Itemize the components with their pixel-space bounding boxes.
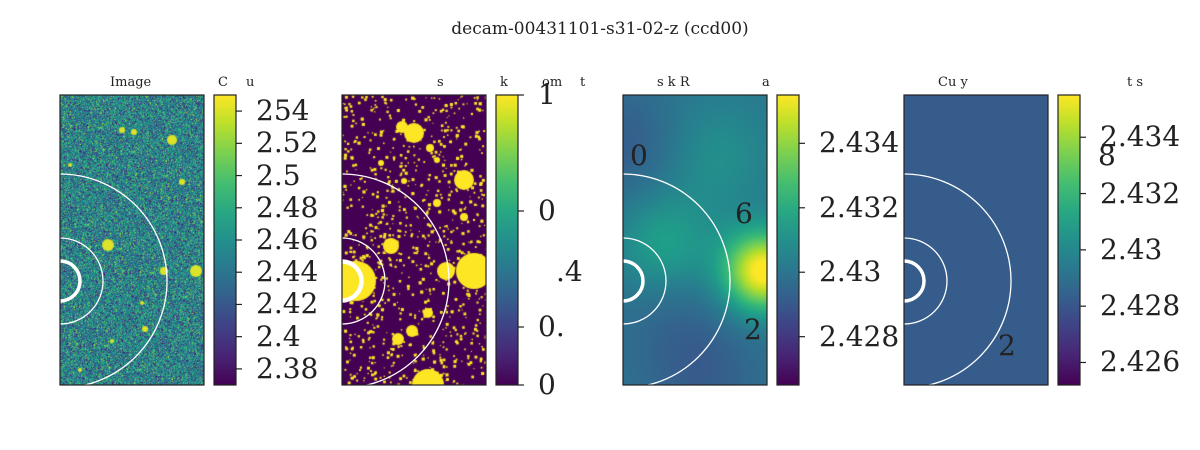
overlay-circle-1-1 [342,237,386,325]
colorbar-1 [495,94,519,386]
panel-title-fragment-3: s [437,75,444,90]
panel-frame-0 [59,94,205,386]
panel-title-fragment-9: Cu y [938,75,968,90]
colorbar-tick-label-3-3: 2.428 [1100,289,1181,323]
overlapping-tick-label-0: 0 [630,139,648,172]
panel-title-fragment-7: s k R [657,75,690,90]
overlay-circle-2-0 [623,173,731,385]
panel-frame-2 [622,94,768,386]
overlapping-tick-label-3: 2 [998,329,1016,362]
overlapping-tick-label-4: 8 [1098,139,1116,172]
colorbar-tick-label-3-4: 2.426 [1100,345,1181,379]
heatmap-image-3 [904,95,1048,385]
panel-title-fragment-6: t [580,75,586,90]
panel-frame-1 [341,94,487,386]
colorbar-tick-label-1-0: 1 [538,78,556,111]
overlay-circle-3-0 [904,173,1012,385]
panel-title-fragment-10: t s [1127,75,1144,90]
overlay-circle-0-1 [60,237,104,325]
colorbar-tick-label-3-2: 2.43 [1100,232,1163,266]
colorbar-tick-label-2-3: 2.428 [819,319,900,353]
colorbar-tick-label-2-2: 2.43 [819,255,882,289]
panel-title-fragment-2: u [246,75,255,90]
panel-title-fragment-8: a [762,75,770,90]
overlay-circle-1-0 [342,173,450,385]
colorbar-tick-label-0-2: 2.5 [256,158,301,192]
colorbar-tick-label-1-1: 0 [538,194,556,227]
panel-title-fragment-0: Image [110,75,152,90]
colorbar-tick-label-0-5: 2.44 [256,255,319,289]
overlay-circle-0-2 [60,259,82,303]
overlay-circle-3-2 [904,259,926,303]
colorbar-tick-label-0-8: 2.38 [256,351,319,385]
overlapping-tick-label-2: 2 [744,313,762,346]
colorbar-0 [213,94,237,386]
overlay-circle-0-0 [60,173,168,385]
heatmap-image-0 [60,95,204,385]
colorbar-tick-label-0-3: 2.48 [256,190,319,224]
colorbar-tick-label-1-2: 0. [538,310,565,343]
colorbar-tick-label-1-3: 0 [538,368,556,401]
colorbar-2 [776,94,800,386]
heatmap-image-1 [342,95,486,385]
panel-frame-3 [903,94,1049,386]
colorbar-tick-label-2-0: 2.434 [819,126,900,160]
overlay-circle-3-1 [904,237,948,325]
colorbar-tick-label-0-6: 2.42 [256,287,319,321]
colorbar-tick-label-0-1: 2.52 [256,126,319,160]
colorbar-tick-label-0-0: 254 [256,94,310,128]
figure-title: decam-00431101-s31-02-z (ccd00) [451,19,749,39]
panel-title-fragment-1: C [218,75,228,90]
panel-title-fragment-5: om [542,75,563,90]
colorbar-tick-label-2-1: 2.432 [819,190,900,224]
colorbar-tick-label-0-4: 2.46 [256,223,319,256]
colorbar-tick-label-3-0: 2.434 [1100,120,1181,154]
mask-center-blob [342,260,363,302]
colorbar-tick-label-0-7: 2.4 [256,319,301,353]
overlapping-tick-label-5: .4 [556,255,583,288]
heatmap-image-2 [623,95,767,385]
overlapping-tick-label-1: 6 [735,197,753,230]
colorbar-3 [1057,94,1081,386]
overlay-circle-2-2 [623,259,645,303]
panel-title-fragment-4: k [500,75,508,90]
colorbar-tick-label-3-1: 2.432 [1100,176,1181,210]
overlay-circle-2-1 [623,237,667,325]
